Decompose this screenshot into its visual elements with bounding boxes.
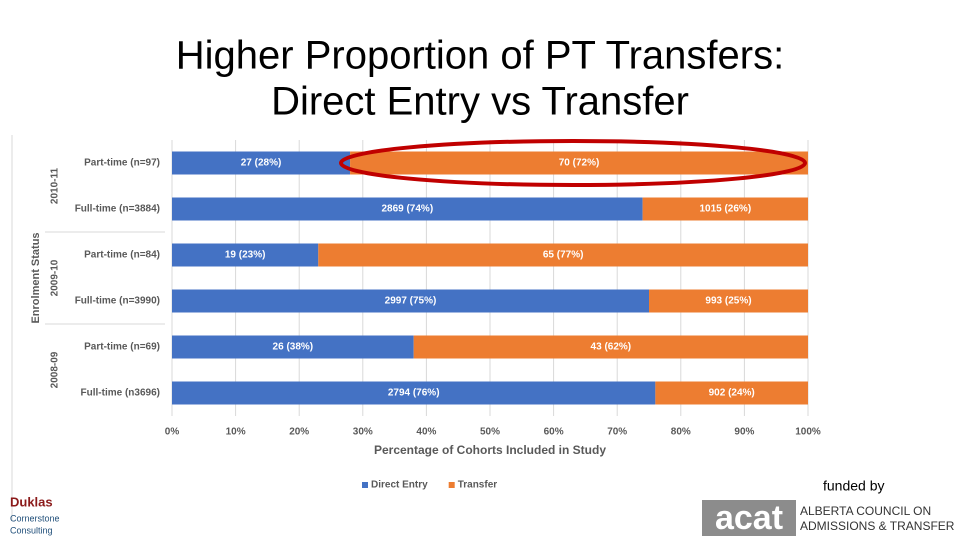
title-line: Higher Proportion of PT Transfers: xyxy=(176,34,784,78)
bar-segment xyxy=(172,335,414,359)
bar-segment xyxy=(172,151,351,175)
y-tick-label: Full-time (n=3990) xyxy=(75,296,160,307)
data-label: 1015 (26%) xyxy=(699,204,751,215)
highlight-ellipse xyxy=(339,139,807,187)
data-label: 43 (62%) xyxy=(591,342,632,353)
x-tick-label: 80% xyxy=(671,427,691,438)
data-label: 902 (24%) xyxy=(709,388,755,399)
bar-segment xyxy=(655,381,808,405)
x-tick-label: 0% xyxy=(165,427,180,438)
x-tick-label: 20% xyxy=(289,427,309,438)
bar-segment xyxy=(649,289,808,313)
y-axis-label: Enrolment Status xyxy=(30,232,42,323)
data-label: 19 (23%) xyxy=(225,250,266,261)
x-tick-label: 70% xyxy=(607,427,627,438)
y-tick-label: Full-time (n3696) xyxy=(81,388,160,399)
logo-text: ADMISSIONS & TRANSFER xyxy=(800,519,955,533)
x-tick-label: 40% xyxy=(416,427,436,438)
y-tick-label: Part-time (n=84) xyxy=(84,250,160,261)
y-tick-label: Full-time (n=3884) xyxy=(75,204,160,215)
data-label: 70 (72%) xyxy=(559,158,600,169)
data-label: 2794 (76%) xyxy=(388,388,440,399)
x-tick-label: 50% xyxy=(480,427,500,438)
bar-segment xyxy=(642,197,808,221)
group-label: 2009-10 xyxy=(50,259,61,296)
data-label: 993 (25%) xyxy=(705,296,751,307)
x-axis-label: Percentage of Cohorts Included in Study xyxy=(374,443,606,457)
bar-segment xyxy=(172,381,656,405)
x-tick-label: 100% xyxy=(795,427,821,438)
logo-text: ALBERTA COUNCIL ON xyxy=(800,504,931,518)
logo-text: Consulting xyxy=(10,525,53,535)
bar-segment xyxy=(172,243,319,267)
y-tick-label: Part-time (n=97) xyxy=(84,158,160,169)
plot: 0% 10% 20% 30% 40% 50% 60% 70% 80% 90% 100% Part-ti… xyxy=(45,140,821,491)
logo-text: Duklas xyxy=(10,494,53,509)
bar-segment xyxy=(172,197,643,221)
legend-label: Direct Entry xyxy=(371,480,428,491)
legend-label: Transfer xyxy=(458,480,498,491)
funded-by: funded by xyxy=(823,478,885,494)
x-tick-label: 60% xyxy=(544,427,564,438)
x-tick-label: 90% xyxy=(734,427,754,438)
y-tick-label: Part-time (n=69) xyxy=(84,342,160,353)
logo-box xyxy=(702,500,796,536)
logo-text: Cornerstone xyxy=(10,513,60,523)
x-tick-label: 10% xyxy=(226,427,246,438)
title-line: Direct Entry vs Transfer xyxy=(271,80,689,124)
bar-segment xyxy=(172,289,649,313)
legend-swatch xyxy=(362,482,368,488)
bar-segment xyxy=(350,151,808,175)
bar-segment xyxy=(413,335,808,359)
data-label: 27 (28%) xyxy=(241,158,282,169)
logo-mark: acat xyxy=(715,499,783,537)
group-label: 2008-09 xyxy=(50,351,61,388)
data-label: 2997 (75%) xyxy=(385,296,437,307)
bar-segment xyxy=(318,243,808,267)
data-label: 26 (38%) xyxy=(273,342,314,353)
data-label: 2869 (74%) xyxy=(381,204,433,215)
group-label: 2010-11 xyxy=(50,167,61,204)
data-label: 65 (77%) xyxy=(543,250,584,261)
legend-swatch xyxy=(448,482,455,488)
x-tick-label: 30% xyxy=(353,427,373,438)
